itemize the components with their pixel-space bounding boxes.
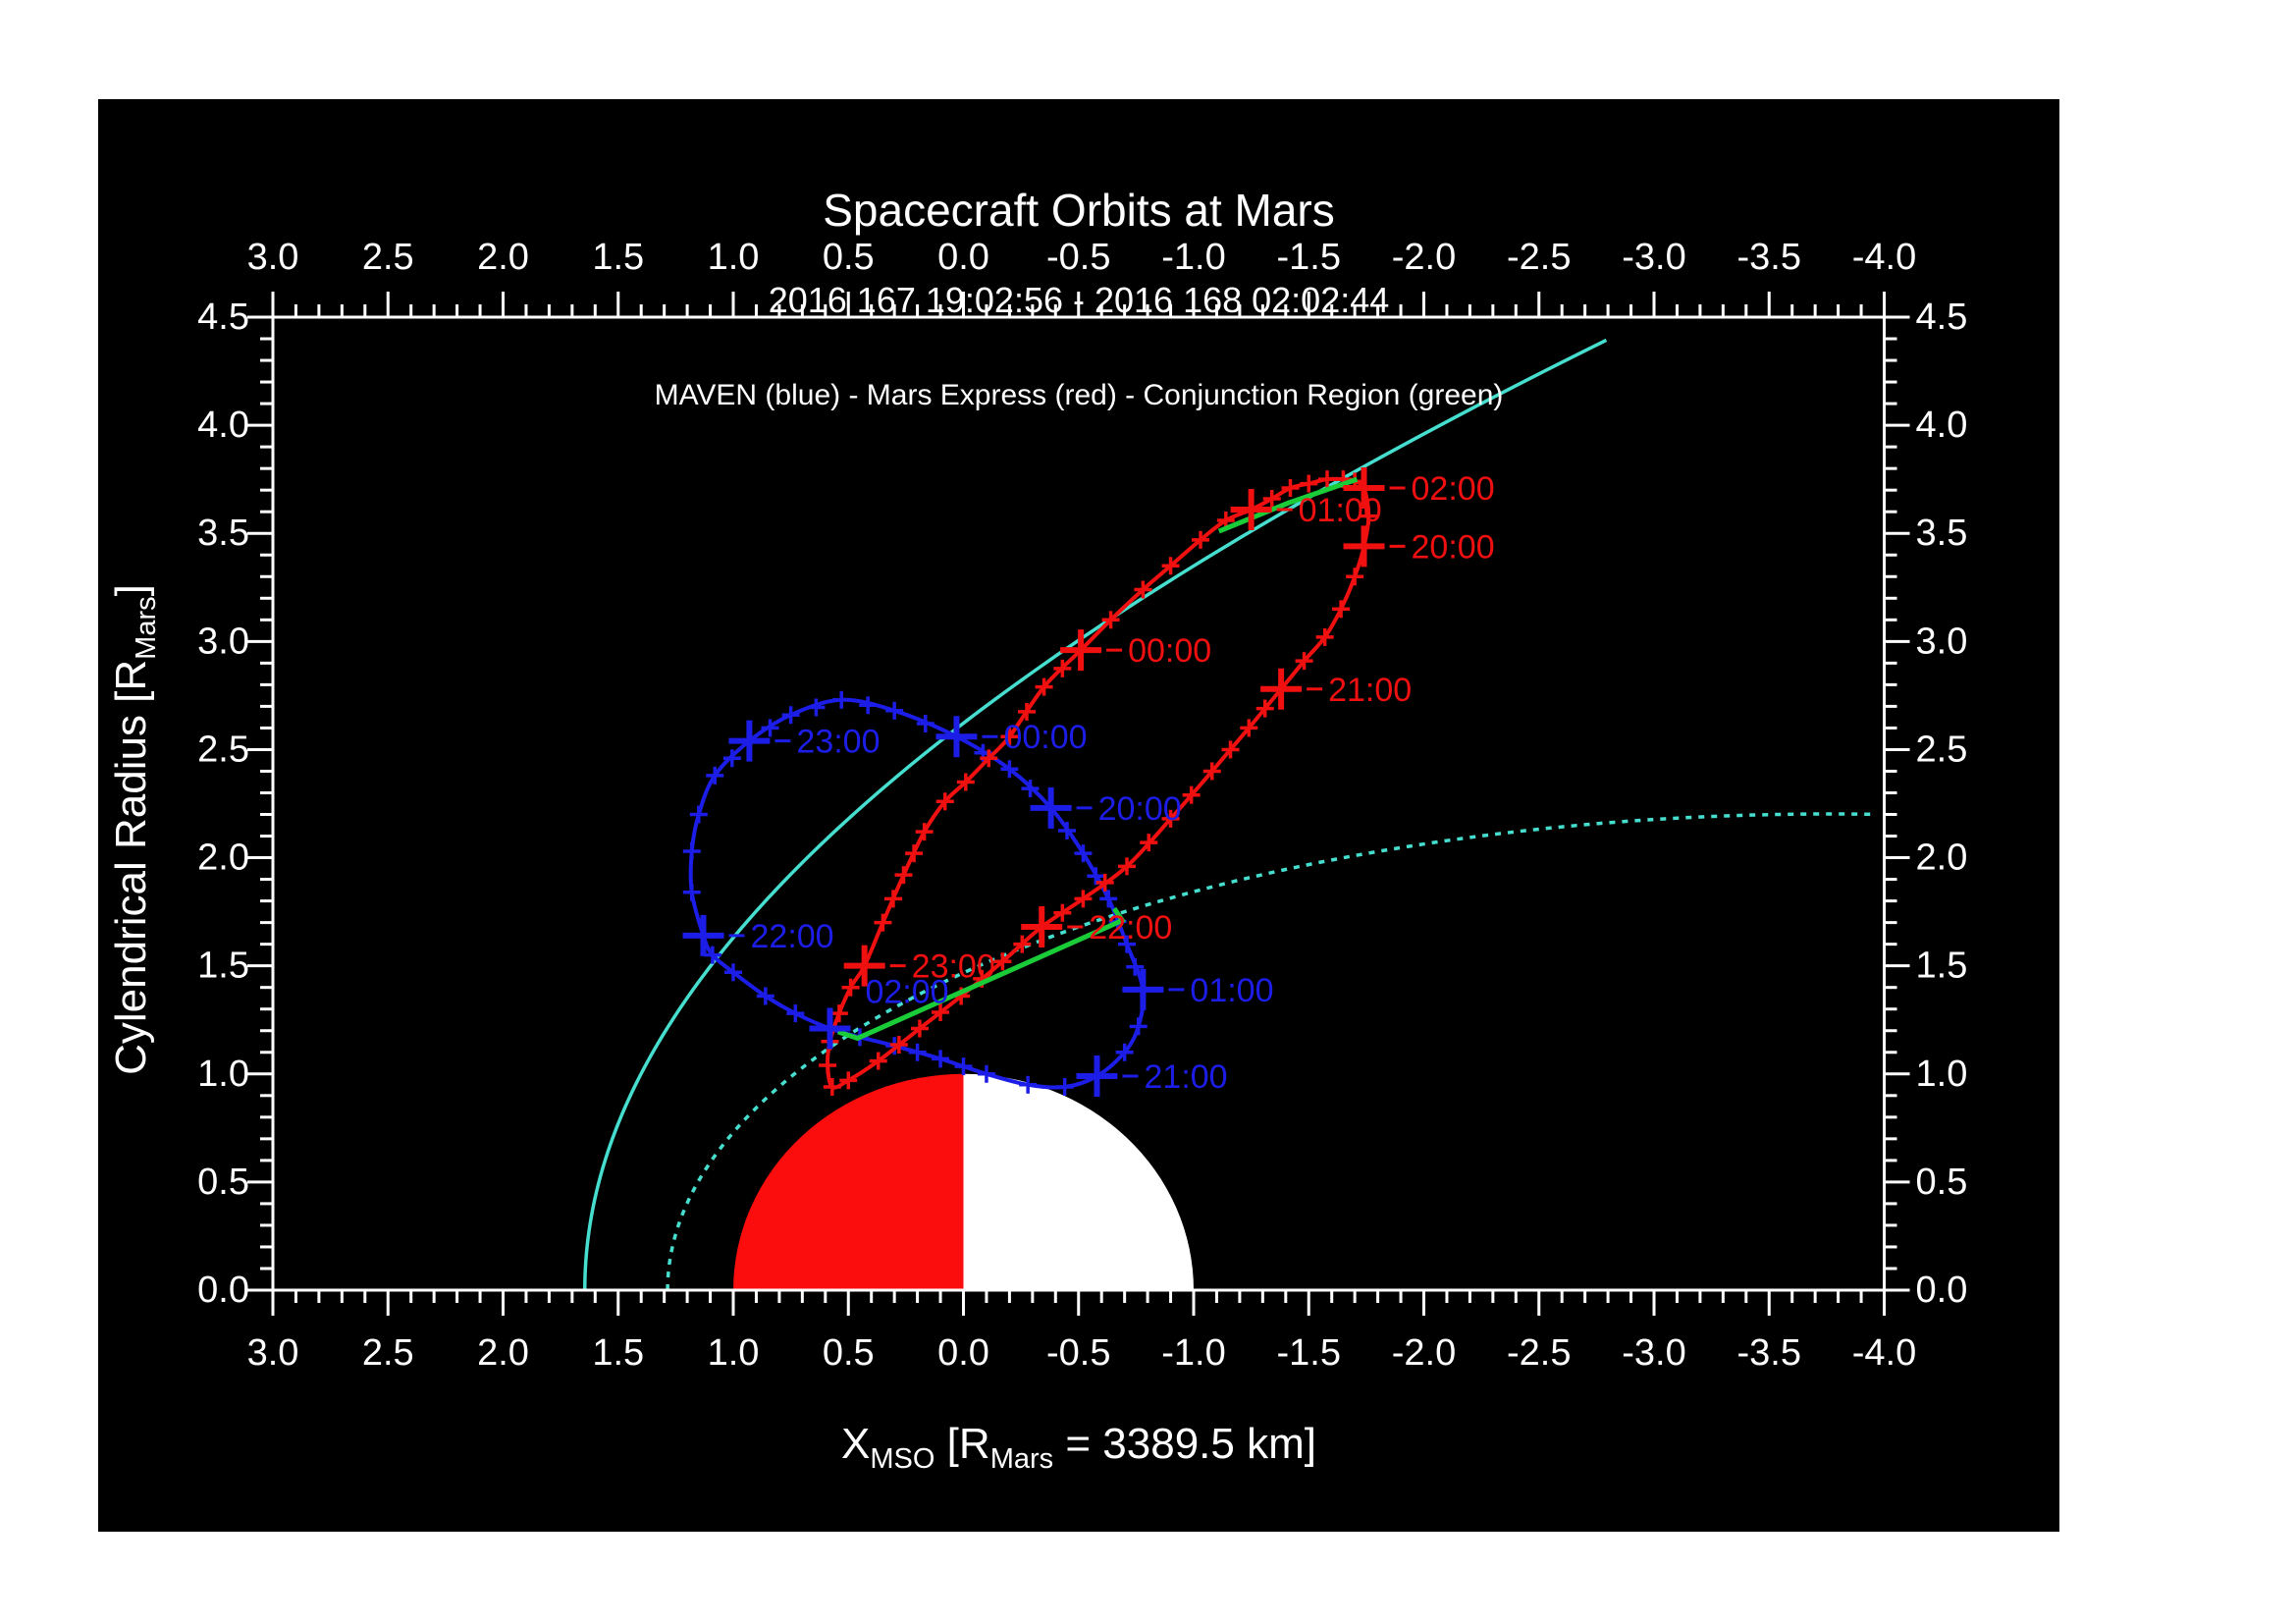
x-tick-label-top: 3.0 <box>247 237 299 278</box>
x-tick-label-bottom: -3.0 <box>1622 1332 1685 1374</box>
orbit-time-label: 01:00 <box>1190 972 1273 1009</box>
maven-hour-marks: 20:00 21:00 22:00 23:00 00:00 01:00 02:00 <box>682 716 1274 1097</box>
x-tick-label-top: -1.5 <box>1277 237 1341 278</box>
x-tick-label-top: -3.5 <box>1737 237 1801 278</box>
orbit-time-label: 23:00 <box>912 948 995 986</box>
orbit-time-label: 02:00 <box>1412 470 1495 508</box>
x-tick-label-top: 1.5 <box>592 237 644 278</box>
plot-title: Spacecraft Orbits at Mars <box>823 185 1335 236</box>
orbit-time-label: 21:00 <box>1328 672 1412 709</box>
y-tick-label-left: 2.0 <box>197 838 249 879</box>
y-tick-label-right: 2.5 <box>1916 729 1968 770</box>
y-tick-label-right: 1.0 <box>1916 1054 1968 1095</box>
conjunction-segment-2 <box>1217 476 1359 534</box>
orbit-time-label: 00:00 <box>1128 632 1211 670</box>
x-tick-label-top: 0.5 <box>823 237 875 278</box>
x-tick-label-bottom: -0.5 <box>1046 1332 1110 1374</box>
y-axis-title: Cylendrical Radius [RMars] <box>107 584 162 1075</box>
orbit-time-label: 00:00 <box>1003 719 1087 756</box>
y-tick-label-right: 0.0 <box>1916 1270 1968 1311</box>
y-tick-label-left: 1.5 <box>197 946 249 987</box>
y-tick-label-left: 4.5 <box>197 297 249 338</box>
y-tick-label-left: 3.0 <box>197 621 249 662</box>
mars-nightside <box>963 1073 1194 1290</box>
mars-dayside <box>733 1073 964 1290</box>
y-tick-label-left: 3.5 <box>197 513 249 554</box>
x-tick-label-top: -3.0 <box>1622 237 1685 278</box>
orbit-time-label: 22:00 <box>751 918 834 955</box>
orbit-time-label: 01:00 <box>1299 492 1382 529</box>
x-tick-label-top: -4.0 <box>1852 237 1916 278</box>
x-tick-label-top: -1.0 <box>1161 237 1225 278</box>
x-tick-label-top: 2.5 <box>362 237 414 278</box>
y-tick-label-left: 1.0 <box>197 1054 249 1095</box>
y-tick-label-left: 2.5 <box>197 729 249 770</box>
plot-legend: MAVEN (blue) - Mars Express (red) - Conj… <box>655 379 1504 411</box>
x-tick-label-bottom: 1.5 <box>592 1332 644 1374</box>
orbit-time-label: 20:00 <box>1412 528 1495 566</box>
y-tick-label-right: 4.5 <box>1916 297 1968 338</box>
y-tick-label-right: 1.5 <box>1916 946 1968 987</box>
x-tick-label-top: -2.5 <box>1507 237 1571 278</box>
orbit-time-label: 22:00 <box>1089 909 1172 947</box>
y-tick-label-right: 0.5 <box>1916 1162 1968 1203</box>
axis-tick-labels: 3.0 3.0 2.5 2.5 2.0 2.0 1.5 1.5 1.0 1.0 0.5 0.5 0.0 0… <box>197 237 1967 1374</box>
orbit-time-label: 23:00 <box>796 724 880 761</box>
x-tick-label-bottom: 1.0 <box>708 1332 760 1374</box>
x-tick-label-bottom: 2.5 <box>362 1332 414 1374</box>
mars-disk <box>733 1073 1194 1290</box>
y-tick-label-right: 2.0 <box>1916 838 1968 879</box>
mex-hour-marks: 20:00 21:00 22:00 23:00 00:00 01:00 02:00 <box>843 466 1495 987</box>
x-tick-label-top: 0.0 <box>937 237 989 278</box>
orbit-time-label: 20:00 <box>1098 790 1182 828</box>
x-tick-label-bottom: -3.5 <box>1737 1332 1801 1374</box>
y-tick-label-left: 0.0 <box>197 1270 249 1311</box>
x-tick-label-top: 1.0 <box>708 237 760 278</box>
x-tick-label-bottom: -1.5 <box>1277 1332 1341 1374</box>
y-tick-label-right: 4.0 <box>1916 405 1968 446</box>
y-tick-label-left: 0.5 <box>197 1162 249 1203</box>
x-tick-label-top: -2.0 <box>1392 237 1456 278</box>
orbit-time-label: 02:00 <box>865 974 948 1011</box>
y-tick-label-left: 4.0 <box>197 405 249 446</box>
x-tick-label-bottom: -2.0 <box>1392 1332 1456 1374</box>
axis-ticks <box>247 292 1910 1316</box>
x-tick-label-bottom: 2.0 <box>477 1332 529 1374</box>
x-tick-label-top: 2.0 <box>477 237 529 278</box>
x-tick-label-bottom: -1.0 <box>1161 1332 1225 1374</box>
plot-subtitle: 2016 167 19:02:56 - 2016 168 02:02:44 <box>769 280 1390 320</box>
x-tick-label-bottom: 0.5 <box>823 1332 875 1374</box>
x-axis-title: XMSO [RMars = 3389.5 km] <box>841 1420 1316 1475</box>
x-tick-label-bottom: -4.0 <box>1852 1332 1916 1374</box>
bow-shock-curve <box>583 338 1608 1291</box>
x-tick-label-top: -0.5 <box>1046 237 1110 278</box>
x-tick-label-bottom: 0.0 <box>937 1332 989 1374</box>
x-tick-label-bottom: 3.0 <box>247 1332 299 1374</box>
x-tick-label-bottom: -2.5 <box>1507 1332 1571 1374</box>
y-tick-label-right: 3.5 <box>1916 513 1968 554</box>
orbit-time-label: 21:00 <box>1145 1058 1228 1096</box>
y-tick-label-right: 3.0 <box>1916 621 1968 662</box>
conjunction-segment-1 <box>836 906 1127 1042</box>
